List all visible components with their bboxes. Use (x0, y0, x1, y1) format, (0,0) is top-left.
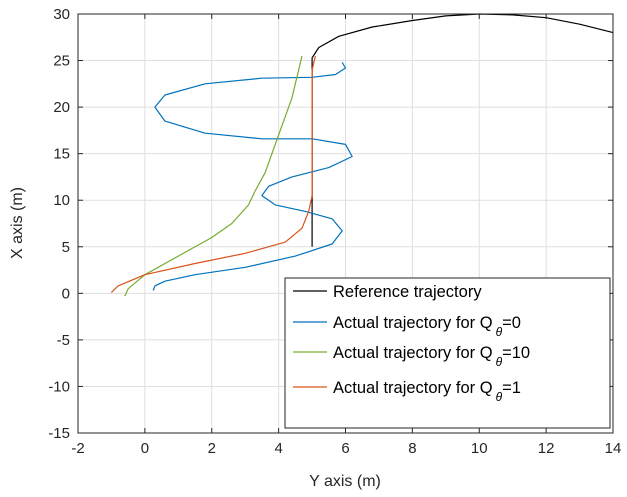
legend-entry: Reference trajectory (333, 283, 482, 301)
ticks: -2 0 2 4 6 8 10 12 14 -15 -10 -5 0 5 10 15 20 25 30 (48, 6, 621, 457)
legend-box (284, 277, 611, 429)
x-tick-label: 6 (341, 440, 349, 457)
x-tick-label: 0 (141, 440, 149, 457)
x-tick-label: 2 (208, 440, 216, 457)
y-tick-label: 10 (53, 192, 70, 209)
x-tick-label: 4 (274, 440, 282, 457)
x-tick-label: 8 (408, 440, 416, 457)
y-tick-label: 0 (62, 285, 70, 302)
y-tick-label: 30 (53, 6, 70, 23)
x-tick-label: 12 (538, 440, 555, 457)
x-tick-label: 10 (471, 440, 488, 457)
x-tick-label: -2 (71, 440, 84, 457)
legend-value: =1 (502, 379, 521, 397)
legend-value: =10 (502, 344, 530, 362)
legend-subscript: θ (496, 390, 503, 404)
x-tick-label: 14 (605, 440, 622, 457)
legend: Reference trajectory Actual trajectory fo… (284, 277, 611, 429)
x-axis-label: Y axis (m) (309, 473, 381, 490)
y-tick-label: -15 (48, 425, 70, 442)
y-tick-label: -10 (48, 378, 70, 395)
series-line-1 (152, 62, 353, 291)
series-line-3 (110, 55, 316, 293)
y-tick-label: 25 (53, 53, 70, 70)
y-tick-label: 5 (62, 239, 70, 256)
y-axis-label: X axis (m) (9, 187, 26, 259)
legend-value: =0 (502, 314, 521, 332)
legend-subscript: θ (496, 355, 503, 369)
legend-label: Actual trajectory for Q (333, 379, 493, 397)
series-line-2 (124, 55, 303, 297)
legend-label: Actual trajectory for Q (333, 344, 493, 362)
legend-subscript: θ (496, 325, 503, 339)
legend-label: Reference trajectory (333, 283, 482, 301)
y-tick-label: 20 (53, 99, 70, 116)
legend-label: Actual trajectory for Q (333, 314, 493, 332)
y-tick-label: -5 (57, 332, 70, 349)
y-tick-label: 15 (53, 146, 70, 163)
